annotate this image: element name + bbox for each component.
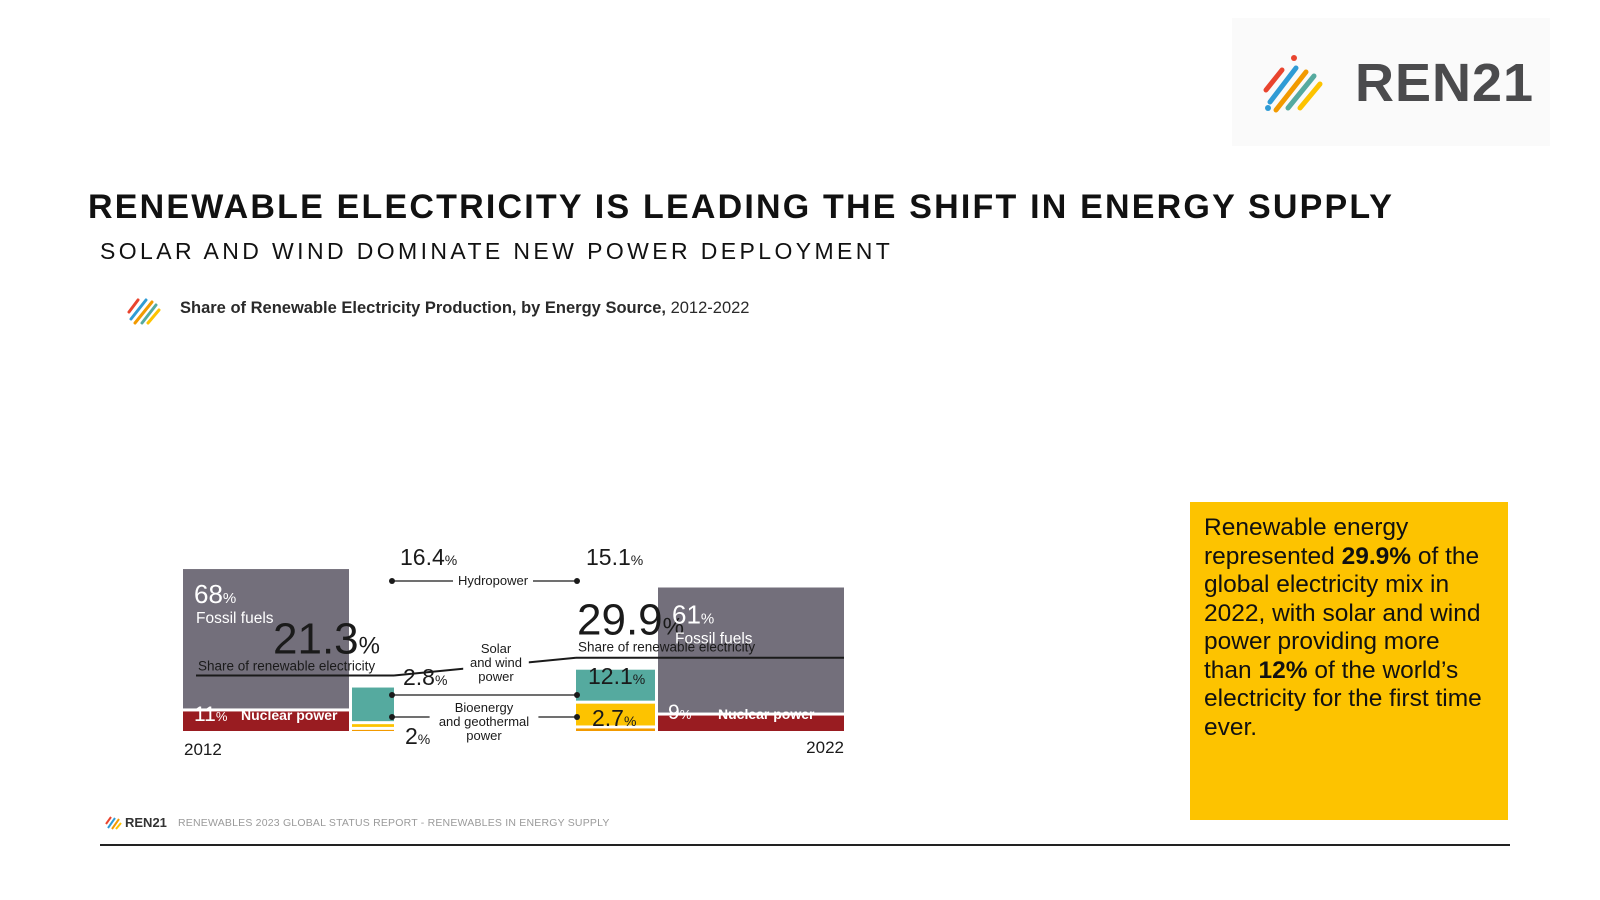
logo-text-21: 21 xyxy=(1472,53,1535,113)
connector-dot-2022-hydro xyxy=(574,578,580,584)
bar-2022-nuclear-bar xyxy=(658,715,844,731)
solarwind-value-2022: 12.1% xyxy=(588,663,645,689)
category-label-solarwind-0: Solar xyxy=(481,641,512,656)
bio-value-2022: 2.7% xyxy=(592,705,636,731)
callout-text-3: of the world’s electricity for the first… xyxy=(1204,656,1482,741)
callout-box: Renewable energy represented 29.9% of th… xyxy=(1190,502,1508,820)
fossil-label-2022: Fossil fuels xyxy=(675,631,753,648)
bar-2022-hydro-bar xyxy=(576,669,655,701)
bar-2022-solarwind-bar xyxy=(576,703,655,726)
callout-text-2: of the global electricity mix in 2022, w… xyxy=(1204,542,1481,684)
solarwind-value-2012: 2.8% xyxy=(403,664,447,690)
category-label-bg-bio-2 xyxy=(462,729,506,743)
bar-2012-hydro-bar xyxy=(352,687,394,722)
logo-text-ren: REN xyxy=(1355,53,1473,113)
connector-dot-2012-solarwind xyxy=(389,692,395,698)
nuclear-label-2012: Nuclear power xyxy=(241,707,338,723)
category-label-bg-solarwind-1 xyxy=(463,656,529,670)
category-label-bg-solarwind-2 xyxy=(474,670,518,684)
year-label-2012: 2012 xyxy=(184,740,222,759)
share-value-2012: 21.3% xyxy=(273,615,380,664)
nuclear-label-2022: Nuclear power xyxy=(718,706,815,722)
ren21-logo xyxy=(1232,18,1550,146)
footer-divider xyxy=(100,844,1510,846)
category-label-bio-2: power xyxy=(466,728,502,743)
connector-dot-2022-solarwind xyxy=(574,692,580,698)
ren21-stripes-icon xyxy=(1263,55,1323,113)
category-label-hydro-0: Hydropower xyxy=(458,573,529,588)
share-label-2022: Share of renewable electricity xyxy=(578,640,755,655)
category-label-bg-bio-1 xyxy=(429,715,539,729)
nuclear-value-2022: 9% xyxy=(668,701,692,724)
page-subtitle: SOLAR AND WIND DOMINATE NEW POWER DEPLOY… xyxy=(100,238,894,264)
callout-highlight-solar-wind: 12% xyxy=(1258,656,1308,684)
fossil-value-2022: 61% xyxy=(672,600,714,630)
bar-2012-fossil-bar xyxy=(183,569,349,709)
share-label-2012: Share of renewable electricity xyxy=(198,659,375,674)
category-label-bg-solarwind-0 xyxy=(474,642,518,656)
footer-logo: REN21 xyxy=(125,815,167,830)
hydro-value-2012: 16.4% xyxy=(400,544,457,570)
bar-2012-bio-bar xyxy=(352,729,394,731)
category-label-bg-bio-0 xyxy=(447,701,521,715)
category-label-bg-hydro-0 xyxy=(453,574,533,588)
category-label-bio-0: Bioenergy xyxy=(455,700,514,715)
ren21-logo-text: REN21 xyxy=(1355,52,1534,114)
share-value-2022: 29.9% xyxy=(577,596,684,645)
fossil-value-2012: 68% xyxy=(194,579,236,609)
bar-2012-solarwind-bar xyxy=(352,724,394,727)
connector-dot-2012-hydro xyxy=(389,578,395,584)
bar-2022-bio-bar xyxy=(576,728,655,731)
chart-heading-icon xyxy=(127,298,161,325)
nuclear-value-2012: 11% xyxy=(194,703,228,726)
bar-2012-nuclear-bar xyxy=(183,711,349,731)
bio-value-2012: 2% xyxy=(405,723,430,749)
bar-2022-fossil-bar xyxy=(658,587,844,713)
connector-dot-2012-bio xyxy=(389,714,395,720)
callout-text-1: Renewable energy represented xyxy=(1204,514,1409,570)
category-label-solarwind-1: and wind xyxy=(470,655,522,670)
chart-heading-years: 2012-2022 xyxy=(670,299,750,317)
page-title: RENEWABLE ELECTRICITY IS LEADING THE SHI… xyxy=(88,188,1395,226)
chart-heading-bold: Share of Renewable Electricity Productio… xyxy=(180,299,666,317)
chart-heading: Share of Renewable Electricity Productio… xyxy=(180,299,749,318)
footer-logo-icon xyxy=(105,816,122,830)
fossil-label-2012: Fossil fuels xyxy=(196,610,274,627)
connector-dot-2022-bio xyxy=(574,714,580,720)
hydro-value-2022: 15.1% xyxy=(586,544,643,570)
category-label-solarwind-2: power xyxy=(478,669,514,684)
footer-report-title: RENEWABLES 2023 GLOBAL STATUS REPORT - R… xyxy=(178,817,610,829)
year-label-2022: 2022 xyxy=(806,738,844,757)
category-label-bio-1: and geothermal xyxy=(439,714,529,729)
callout-highlight-share: 29.9% xyxy=(1341,542,1412,570)
